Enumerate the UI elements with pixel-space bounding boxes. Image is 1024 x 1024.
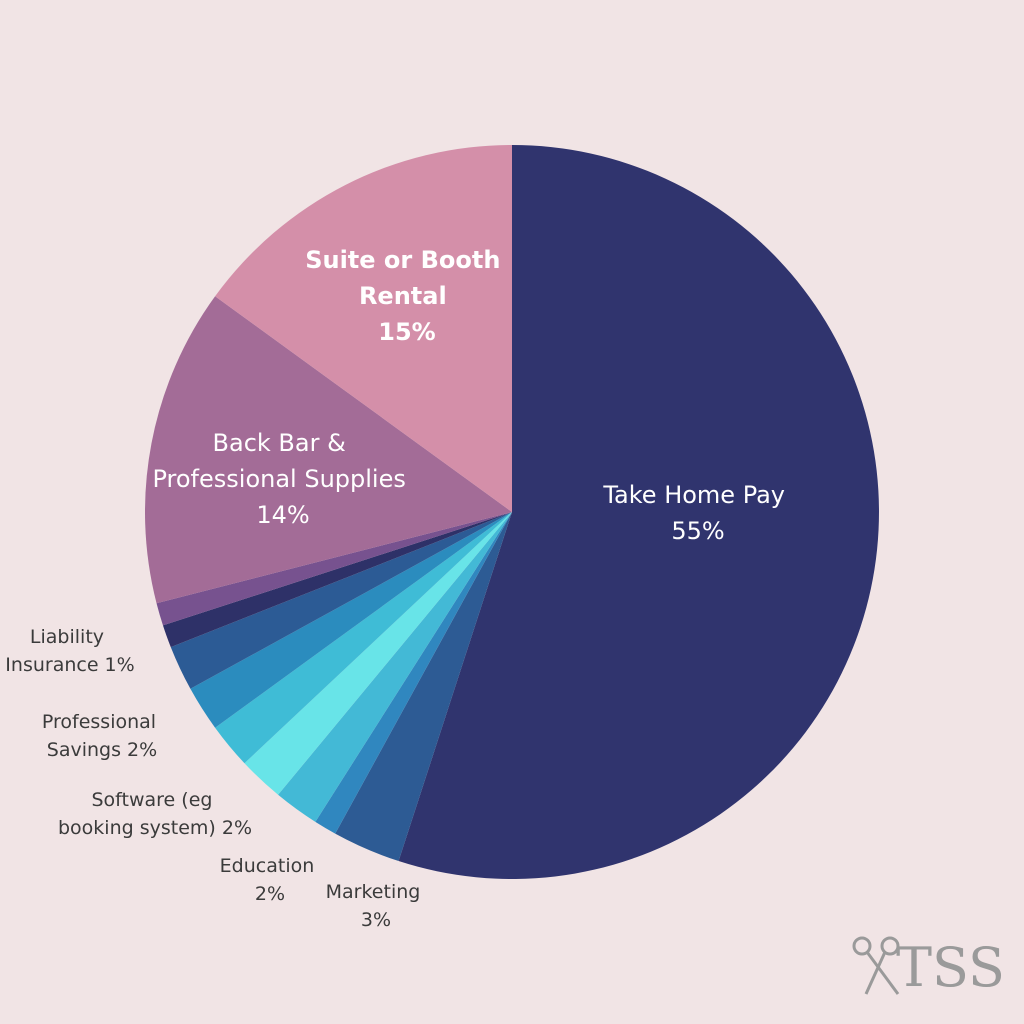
pie-slice-education [244, 512, 512, 795]
logo: TSS [852, 936, 1005, 999]
label-professional-savings: Professional Savings 2% [42, 711, 162, 761]
label-suite-rental-line1: Suite or Booth [305, 246, 500, 274]
pie-slice-liability-insurance [162, 512, 512, 648]
label-education-line2: 2% [255, 883, 285, 905]
pie-slice-software-eg-booking-system [215, 512, 512, 764]
label-liability-insurance: Liability Insurance 1% [5, 626, 134, 676]
label-marketing-line1: Marketing [326, 881, 421, 903]
label-suite-rental: Suite or Booth Rental 15% [305, 246, 509, 346]
pie-slice-suite-or-booth-rental [215, 145, 512, 512]
label-liability-line2: Insurance 1% [5, 654, 134, 676]
label-education: Education 2% [220, 855, 321, 905]
pie-slices [144, 145, 879, 879]
label-take-home-pay-name: Take Home Pay [602, 481, 785, 509]
label-software: Software (eg booking system) 2% [58, 789, 252, 839]
label-marketing-line2: 3% [361, 909, 391, 931]
label-software-line2: booking system) 2% [58, 817, 252, 839]
label-back-bar-value: 14% [256, 501, 309, 529]
label-marketing: Marketing 3% [326, 881, 427, 931]
pie-slice-unlabeled-7 [170, 512, 512, 689]
label-software-line1: Software (eg [91, 789, 212, 811]
label-savings-line2: Savings 2% [47, 739, 157, 761]
pie-slice-unlabeled-3 [278, 512, 512, 822]
pie-slice-back-bar-professional-supplies [144, 296, 512, 604]
label-back-bar-line1: Back Bar & [213, 429, 346, 457]
label-back-bar: Back Bar & Professional Supplies 14% [152, 429, 413, 529]
label-liability-line1: Liability [30, 626, 104, 648]
label-suite-rental-line2: Rental [359, 282, 447, 310]
pie-slice-unlabeled-9 [156, 512, 512, 626]
label-suite-rental-value: 15% [378, 318, 435, 346]
label-take-home-pay: Take Home Pay 55% [602, 481, 792, 545]
pie-slice-take-home-pay [398, 145, 879, 879]
scissors-icon [852, 936, 900, 995]
label-education-line1: Education [220, 855, 315, 877]
pie-slice-marketing [335, 512, 512, 862]
label-savings-line1: Professional [42, 711, 156, 733]
logo-text: TSS [896, 936, 1005, 999]
label-back-bar-line2: Professional Supplies [152, 465, 405, 493]
label-take-home-pay-value: 55% [671, 517, 724, 545]
pie-slice-professional-savings [190, 512, 512, 728]
pie-slice-unlabeled-2 [315, 512, 512, 834]
